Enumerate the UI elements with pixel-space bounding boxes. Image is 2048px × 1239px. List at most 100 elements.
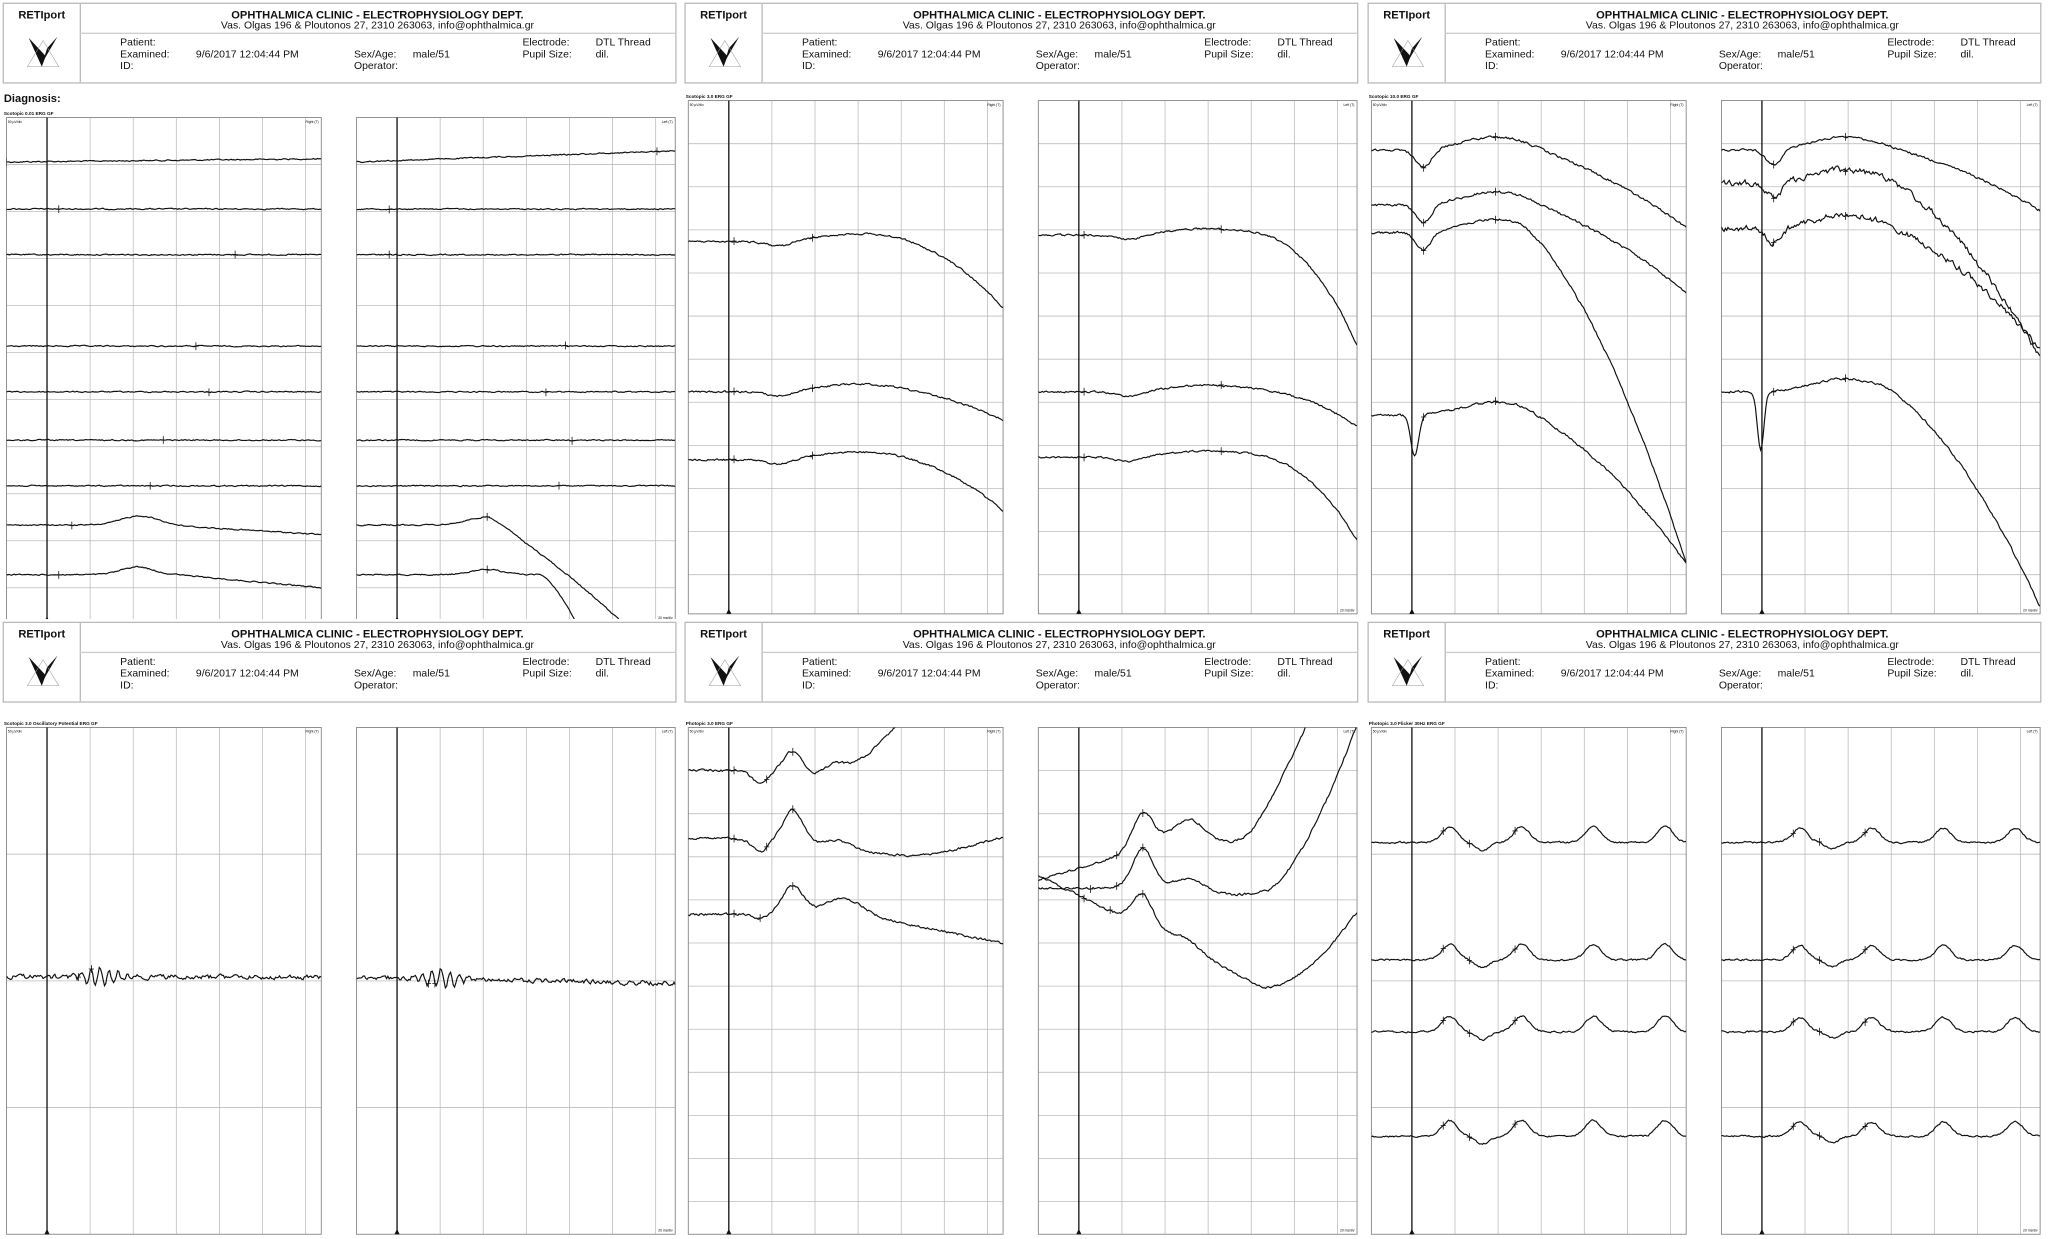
erg-trace — [1721, 1120, 2041, 1144]
peak-marker-icon — [232, 250, 238, 259]
erg-trace — [356, 390, 676, 394]
brand-name: RETIport — [1383, 626, 1431, 640]
electrode-label: Electrode: — [1204, 655, 1252, 668]
erg-trace — [1038, 727, 1306, 882]
diagnosis-label: Diagnosis: — [3, 91, 61, 105]
peak-marker-icon — [809, 233, 816, 242]
clinic-title: OPHTHALMICA CLINIC - ELECTROPHYSIOLOGY D… — [1596, 626, 1889, 640]
peak-marker-icon — [790, 805, 796, 814]
sex-age-value: male/51 — [1094, 48, 1132, 61]
grid-border — [687, 727, 1004, 1235]
peak-marker-icon — [484, 565, 490, 574]
grid-border — [1370, 100, 1687, 615]
peak-marker-icon — [1862, 828, 1868, 837]
electrode-value: DTL Thread — [595, 655, 651, 668]
header-divider — [79, 651, 676, 654]
peak-marker-icon — [1421, 218, 1427, 227]
erg-trace — [6, 966, 322, 988]
grid-right-eye — [1370, 100, 1687, 615]
patient-label: Patient: — [120, 655, 156, 668]
pupil-value: dil. — [595, 48, 609, 61]
grid-left-eye — [1037, 727, 1358, 1235]
clinic-title: OPHTHALMICA CLINIC - ELECTROPHYSIOLOGY D… — [913, 626, 1206, 640]
grid-right-eye — [1370, 727, 1687, 1235]
electrode-label: Electrode: — [1887, 36, 1935, 49]
pupil-label: Pupil Size: — [1887, 667, 1937, 680]
erg-trace — [356, 484, 676, 488]
examined-value: 9/6/2017 12:04:44 PM — [877, 667, 981, 680]
peak-marker-icon — [1140, 809, 1146, 817]
erg-trace — [356, 207, 676, 211]
peak-marker-icon — [1842, 212, 1849, 220]
erg-traces: Right (T) 50 µV/div Left (T) 20 ms/div — [1370, 727, 2041, 1235]
sex-age-value: male/51 — [1777, 667, 1815, 680]
erg-trace — [6, 157, 322, 164]
erg-trace — [1038, 875, 1358, 990]
stimulus-marker-icon — [45, 616, 49, 620]
erg-trace — [688, 232, 1004, 309]
erg-trace — [6, 253, 322, 257]
peak-marker-icon — [1512, 945, 1518, 954]
peak-marker-icon — [206, 388, 212, 397]
clinic-title: OPHTHALMICA CLINIC - ELECTROPHYSIOLOGY D… — [231, 626, 524, 640]
peak-marker-icon — [1771, 160, 1777, 169]
electrode-label: Electrode: — [522, 36, 570, 49]
sex-age-label: Sex/Age: — [1035, 667, 1079, 680]
id-label: ID: — [120, 60, 134, 72]
peak-marker-icon — [1421, 413, 1427, 421]
grid-border — [1720, 727, 2041, 1235]
brand-name: RETIport — [18, 626, 66, 640]
amplitude-scale: 50 µV/div — [1373, 103, 1387, 107]
operator-label: Operator: — [353, 679, 399, 691]
erg-trace — [688, 884, 1004, 945]
peak-marker-icon — [1466, 1133, 1472, 1141]
report-header: RETIport OPHTHALMICA CLINIC - ELECTROPHYS… — [684, 621, 1359, 703]
erg-trace — [1038, 449, 1358, 541]
erg-trace — [1371, 135, 1687, 228]
peak-marker-icon — [1842, 374, 1849, 383]
report-header: RETIport OPHTHALMICA CLINIC - ELECTROPHYS… — [2, 2, 677, 84]
sex-age-label: Sex/Age: — [353, 48, 397, 61]
clinic-address: Vas. Olgas 196 & Ploutonos 27, 2310 2630… — [1585, 638, 1899, 651]
electrode-label: Electrode: — [1204, 36, 1252, 49]
erg-trace — [1371, 942, 1687, 969]
eye-label: Left (T) — [662, 730, 673, 734]
report-panel: RETIport OPHTHALMICA CLINIC - ELECTROPHYS… — [681, 0, 1364, 620]
eye-label: Left (T) — [1344, 730, 1355, 734]
logo-cell: RETIport — [686, 623, 763, 702]
pupil-value: dil. — [1960, 48, 1974, 61]
amplitude-scale: 50 µV/div — [690, 103, 704, 107]
stimulus-marker-icon — [1076, 1229, 1082, 1235]
header-divider — [1444, 651, 2041, 654]
peak-marker-icon — [1816, 837, 1823, 846]
erg-trace — [1721, 377, 2041, 607]
pupil-label: Pupil Size: — [1204, 667, 1254, 680]
id-label: ID: — [1485, 60, 1499, 72]
peak-marker-icon — [1114, 851, 1120, 860]
peak-marker-icon — [556, 481, 562, 490]
amplitude-scale: 50 µV/div — [8, 120, 22, 124]
peak-marker-icon — [731, 455, 737, 464]
peak-marker-icon — [1842, 167, 1849, 176]
peak-marker-icon — [484, 512, 490, 521]
test-name: Scotopic 3.0 ERG GF — [685, 94, 733, 100]
peak-marker-icon — [764, 775, 770, 784]
pupil-value: dil. — [595, 667, 609, 680]
brand-name: RETIport — [18, 7, 66, 21]
erg-traces: Right (T) 50 µV/div Left (T) 20 ms/div — [687, 100, 1358, 615]
logo-cell: RETIport — [1369, 3, 1446, 83]
peak-marker-icon — [1492, 187, 1499, 196]
erg-trace — [356, 568, 575, 620]
brand-name: RETIport — [1383, 7, 1431, 21]
clinic-logo-icon — [26, 655, 60, 686]
electrode-value: DTL Thread — [1277, 655, 1333, 668]
eye-label: Right (T) — [987, 730, 1000, 734]
examined-value: 9/6/2017 12:04:44 PM — [877, 48, 981, 61]
peak-marker-icon — [731, 834, 737, 843]
erg-trace — [6, 565, 322, 589]
peak-marker-icon — [386, 205, 392, 214]
grid-border — [356, 727, 676, 1235]
stimulus-marker-icon — [726, 1229, 732, 1235]
header-divider — [1444, 32, 2041, 34]
